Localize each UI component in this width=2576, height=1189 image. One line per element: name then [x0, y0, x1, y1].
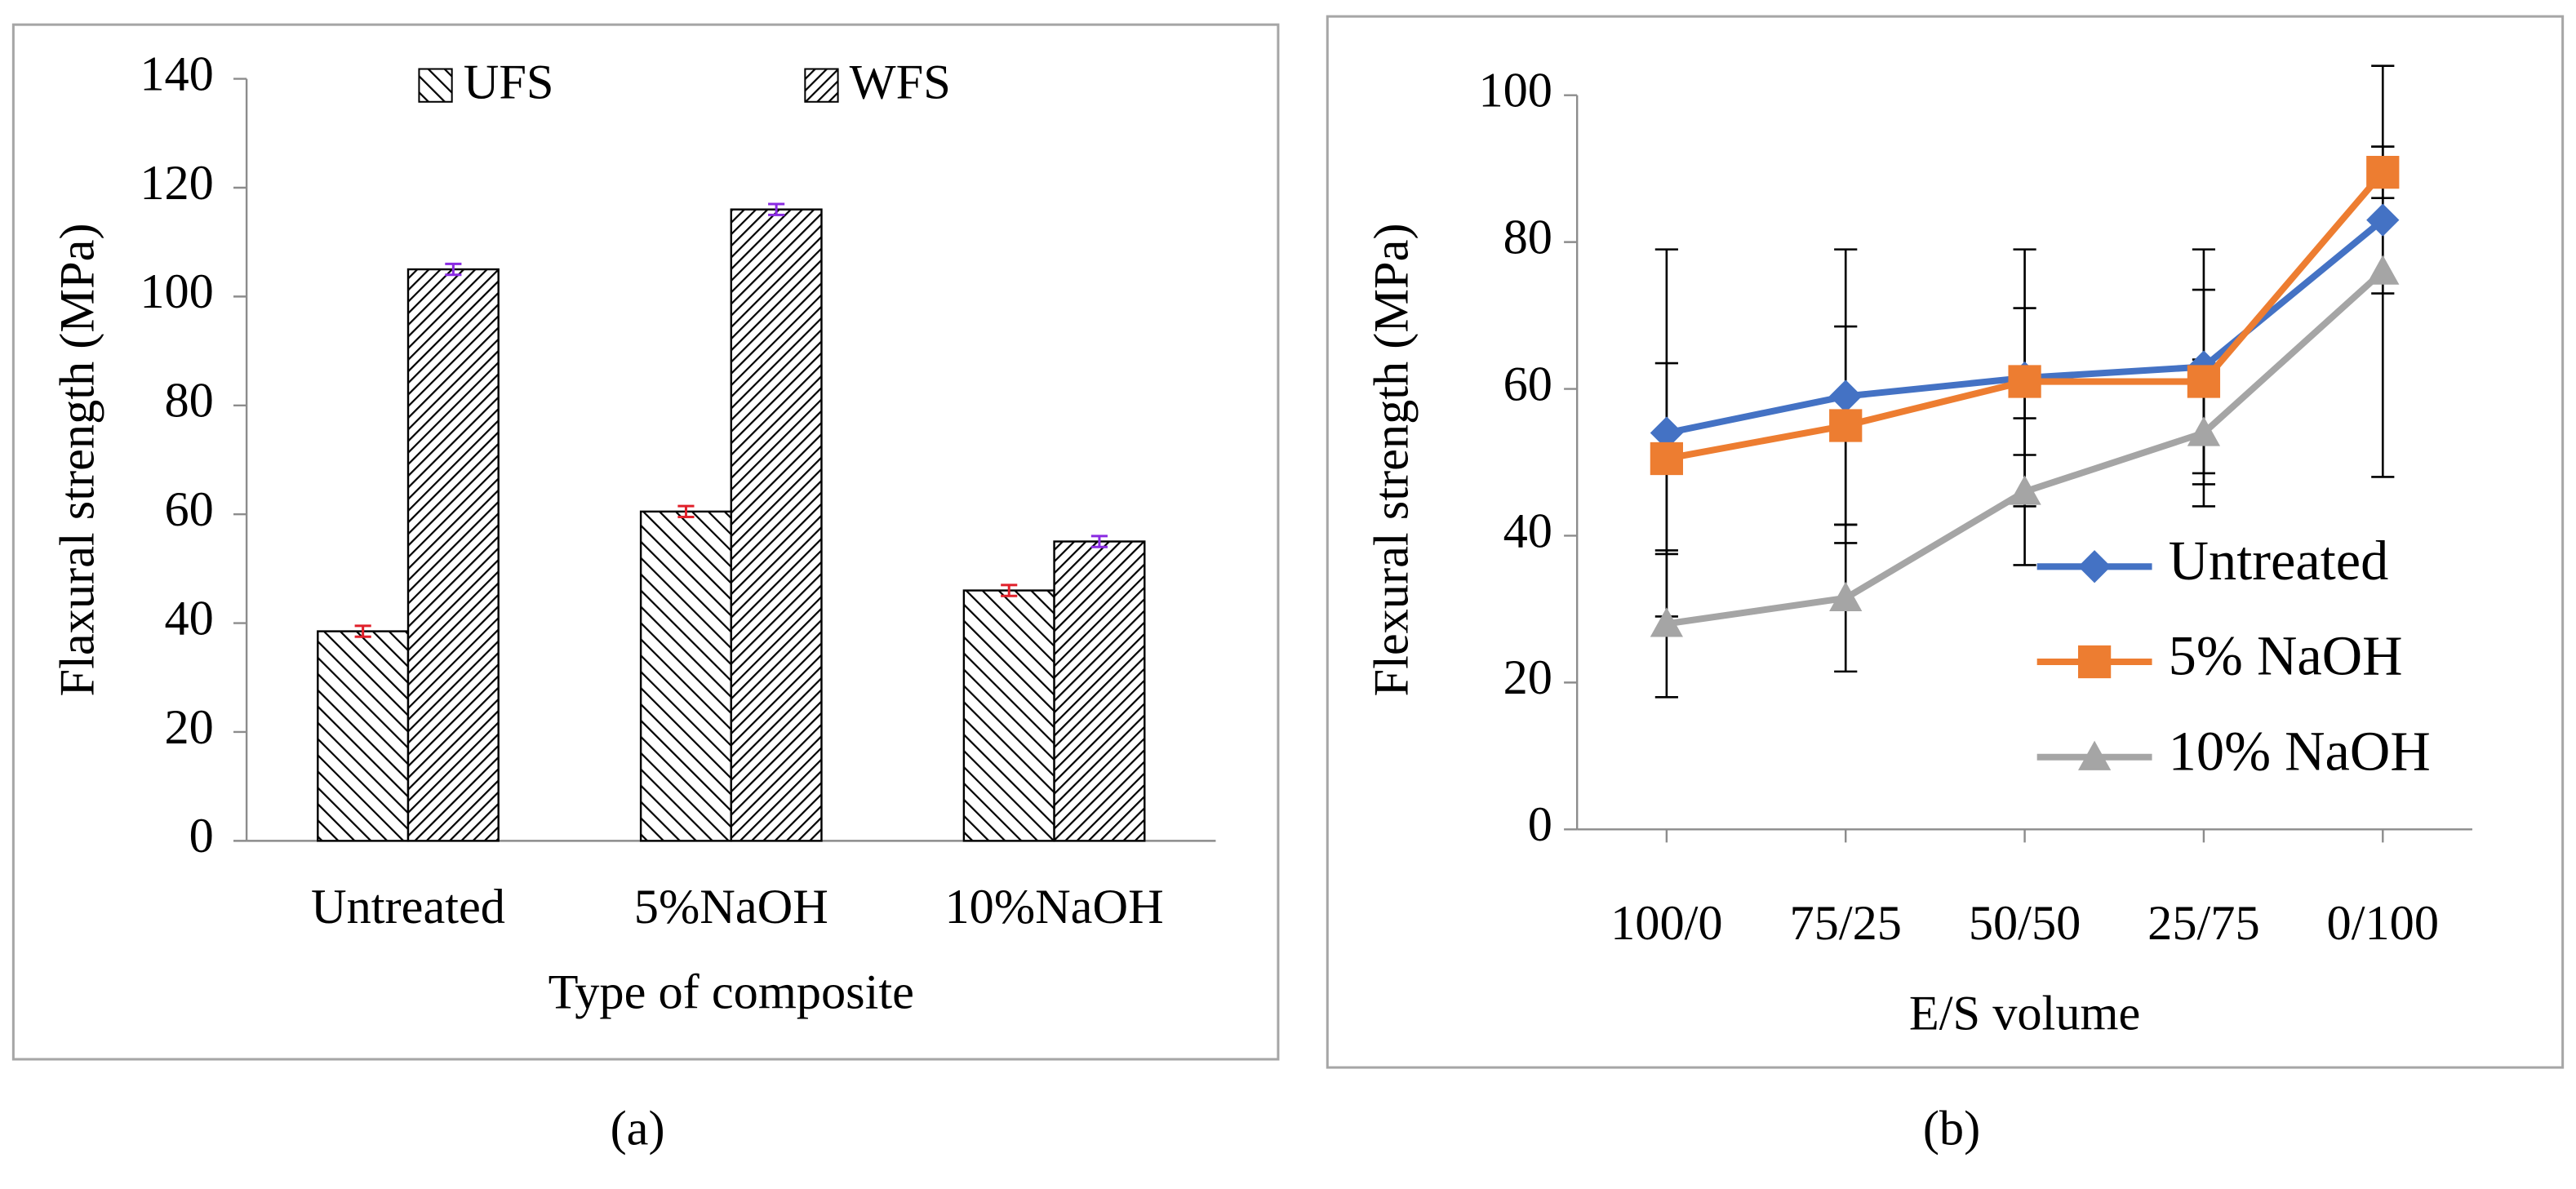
y-tick-label: 0: [189, 809, 214, 863]
panel-label: (a): [611, 1101, 665, 1156]
marker: [2366, 156, 2400, 189]
marker: [1829, 581, 1863, 612]
x-tick-label: 25/75: [2147, 896, 2260, 951]
marker: [1650, 607, 1683, 637]
legend-label: WFS: [850, 55, 951, 110]
error-bar: [677, 504, 695, 519]
y-tick-label: 60: [165, 482, 214, 537]
y-tick-label: 40: [165, 591, 214, 646]
y-axis-label: Flexural strength (MPa): [1365, 223, 1419, 696]
y-tick-label: 120: [140, 156, 214, 211]
marker: [1650, 441, 1683, 476]
legend-label: UFS: [464, 55, 554, 110]
bar: [1053, 540, 1146, 842]
marker: [2187, 416, 2221, 446]
y-tick-label: 100: [1478, 64, 1552, 118]
y-tick-label: 140: [140, 47, 214, 101]
marker: [1829, 379, 1863, 413]
panel-label: (b): [1923, 1101, 1980, 1156]
y-tick-label: 80: [165, 374, 214, 428]
error-bar: [445, 262, 462, 277]
y-tick-label: 0: [1528, 797, 1552, 852]
y-tick-label: 40: [1503, 504, 1552, 558]
y-tick-label: 20: [1503, 650, 1552, 705]
x-tick-label: 75/25: [1789, 896, 1902, 951]
legend-label: Untreated: [2169, 530, 2389, 592]
x-tick-label: Untreated: [311, 880, 505, 934]
x-tick-label: 50/50: [1969, 896, 2081, 951]
y-tick-label: 20: [165, 700, 214, 755]
marker: [2366, 203, 2400, 237]
error-bar: [1001, 583, 1018, 597]
legend-marker: [2077, 645, 2112, 679]
bar: [639, 510, 732, 842]
marker: [2366, 255, 2400, 285]
x-axis-label: E/S volume: [1909, 987, 2140, 1041]
bar: [962, 589, 1055, 842]
legend-swatch: [804, 68, 839, 103]
x-axis-label: Type of composite: [549, 965, 914, 1019]
legend-marker: [2077, 740, 2112, 770]
legend-marker: [2077, 550, 2112, 583]
x-tick-label: 100/0: [1610, 896, 1723, 951]
x-tick-label: 10%NaOH: [944, 880, 1163, 934]
y-tick-label: 100: [140, 264, 214, 319]
marker: [2008, 365, 2041, 398]
y-tick-label: 80: [1503, 210, 1552, 264]
bar: [730, 208, 823, 842]
x-tick-label: 5%NaOH: [634, 880, 828, 934]
y-tick-label: 60: [1503, 357, 1552, 411]
panel-frame: [1326, 15, 2565, 1069]
bar: [406, 268, 500, 842]
y-axis-label: Flaxural strength (MPa): [51, 223, 105, 696]
marker: [1829, 409, 1863, 442]
error-bar: [768, 202, 785, 216]
panel-frame: [11, 23, 1280, 1061]
bar: [317, 630, 410, 842]
marker: [2008, 475, 2041, 505]
legend-swatch: [418, 68, 453, 103]
legend-label: 10% NaOH: [2169, 720, 2431, 782]
error-bar: [354, 624, 371, 638]
x-tick-label: 0/100: [2327, 896, 2440, 951]
marker: [2187, 365, 2221, 398]
error-bar: [1090, 535, 1108, 548]
legend-label: 5% NaOH: [2169, 625, 2403, 687]
